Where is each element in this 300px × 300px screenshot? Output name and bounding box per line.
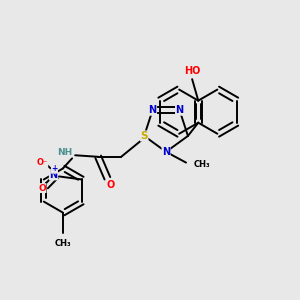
Text: CH₃: CH₃ [55,239,71,248]
Text: N: N [50,170,58,180]
Text: N: N [176,105,184,115]
Text: NH: NH [57,148,72,157]
Text: S: S [140,131,148,141]
Text: HO: HO [184,67,200,76]
Text: N: N [148,105,157,115]
Text: CH₃: CH₃ [194,160,210,169]
Text: O: O [106,180,115,190]
Text: O: O [38,184,46,193]
Text: +: + [51,164,58,173]
Text: N: N [162,147,170,157]
Text: O⁻: O⁻ [37,158,48,167]
